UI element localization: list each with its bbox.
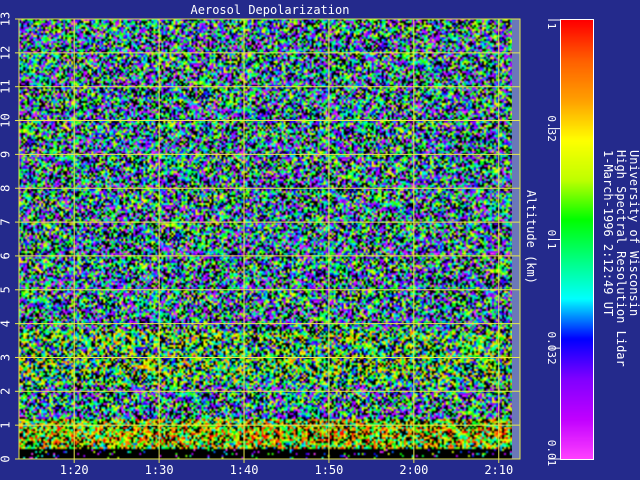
x-tick-label: 1:20 [60,463,89,477]
y-tick-label: 13 [0,12,13,26]
y-axis-tick-labels: 012345678910111213 [0,12,19,463]
plot-area [19,19,520,459]
colorbar: 0.01 0.032 0.1 0.32 1 [545,19,594,466]
colorbar-gradient [561,20,593,459]
colorbar-tick-label: 1 [545,23,558,30]
x-axis-tick-labels: 1:20 1:30 1:40 1:50 2:00 2:10 [60,459,513,477]
y-tick-label: 5 [0,286,13,293]
y-tick-label: 0 [0,455,13,462]
y-tick-label: 1 [0,422,13,429]
y-tick-label: 3 [0,354,13,361]
y-tick-label: 9 [0,151,13,158]
y-tick-label: 4 [0,320,13,327]
x-tick-label: 2:10 [484,463,513,477]
colorbar-tick-label: 0.01 [545,440,558,467]
depolarization-heatmap [19,19,520,459]
x-tick-label: 1:30 [145,463,174,477]
right-edge-strip [512,19,520,459]
colorbar-tick-label: 0.032 [545,332,558,365]
y-tick-label: 7 [0,218,13,225]
x-tick-label: 2:00 [399,463,428,477]
y-tick-label: 12 [0,46,13,60]
y-tick-label: 6 [0,252,13,259]
colorbar-tick-label: 0.1 [545,230,558,250]
x-tick-label: 1:40 [230,463,259,477]
y-axis-label: Altitude (km) [524,190,538,284]
colorbar-ticks: 0.01 0.032 0.1 0.32 1 [545,19,560,467]
y-tick-label: 8 [0,185,13,192]
colorbar-tick-label: 0.32 [545,115,558,142]
y-tick-label: 10 [0,113,13,127]
y-tick-label: 2 [0,388,13,395]
chart-title: Aerosol Depolarization [191,3,350,17]
annotation-line: High Spectral Resolution Lidar [614,150,628,367]
x-tick-label: 1:50 [314,463,343,477]
plot-frame [18,18,521,460]
annotation-line: 1-March-1996 2:12:49 UT [601,150,615,316]
annotation-line: University of Wisconsin [627,150,640,316]
y-tick-label: 11 [0,79,13,93]
grid-lines [19,19,520,459]
